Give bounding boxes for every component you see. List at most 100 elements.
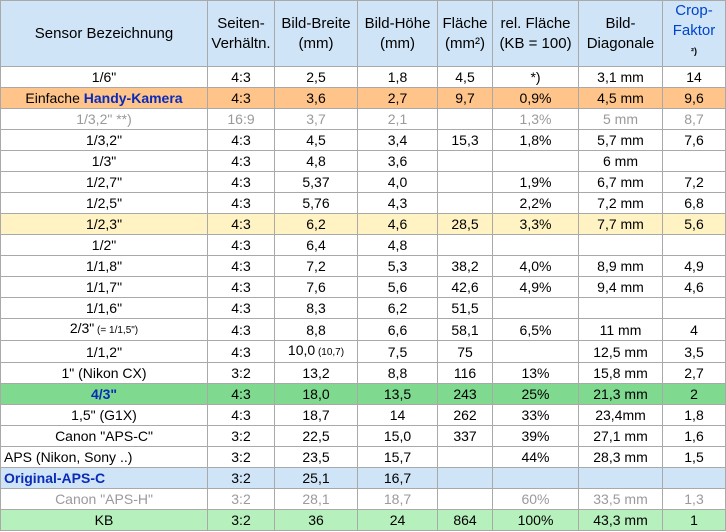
- table-row: 1/3,2" **) 16:9 3,7 2,1 1,3% 5 mm 8,7: [0, 108, 726, 130]
- rel-cell: 33%: [492, 404, 579, 426]
- area-cell: 58,1: [437, 318, 493, 341]
- area-cell: [437, 488, 493, 510]
- crop-cell: [662, 297, 726, 319]
- width-value: 2,5: [306, 69, 326, 85]
- width-cell: 18,7: [274, 404, 358, 426]
- diag-cell: 5,7 mm: [578, 129, 663, 151]
- table-row: 1/2,5" 4:3 5,76 4,3 2,2% 7,2 mm 6,8: [0, 192, 726, 214]
- crop-cell: 1,3: [662, 488, 726, 510]
- height-cell: 6,2: [357, 297, 438, 319]
- crop-cell: 1: [662, 509, 726, 531]
- sensor-label: 1" (Nikon CX): [61, 365, 147, 381]
- crop-cell: 7,6: [662, 129, 726, 151]
- area-cell: [437, 171, 493, 193]
- rel-cell: 4,0%: [492, 255, 579, 277]
- area-cell: 116: [437, 362, 493, 384]
- sensor-cell: 2/3" (= 1/1,5"): [0, 318, 208, 341]
- crop-cell: 2,7: [662, 362, 726, 384]
- ratio-cell: 4:3: [207, 150, 275, 172]
- sensor-label: APS (Nikon, Sony ..): [4, 449, 133, 465]
- sensor-label: Canon "APS-H": [55, 491, 153, 507]
- sensor-label: KB: [94, 512, 114, 528]
- sensor-label: 1/6": [91, 69, 117, 85]
- sensor-cell: 1/2": [0, 234, 208, 256]
- area-cell: [437, 446, 493, 468]
- sensor-cell: 1/1,2": [0, 340, 208, 363]
- sensor-cell: Canon "APS-H": [0, 488, 208, 510]
- width-cell: 5,37: [274, 171, 358, 193]
- rel-cell: 100%: [492, 509, 579, 531]
- ratio-cell: 4:3: [207, 87, 275, 109]
- ratio-cell: 4:3: [207, 255, 275, 277]
- width-value: 28,1: [302, 491, 330, 507]
- area-cell: [437, 467, 493, 489]
- height-cell: 7,5: [357, 340, 438, 363]
- width-cell: 5,76: [274, 192, 358, 214]
- width-cell: 28,1: [274, 488, 358, 510]
- sensor-label: 1/2": [91, 237, 117, 253]
- sensor-cell: 4/3": [0, 383, 208, 405]
- header-area: Fläche (mm²): [437, 0, 493, 67]
- height-cell: 3,4: [357, 129, 438, 151]
- sensor-label: 1/3,2": [85, 132, 123, 148]
- sensor-label: 1/1,6": [85, 300, 123, 316]
- width-cell: 23,5: [274, 446, 358, 468]
- area-cell: 243: [437, 383, 493, 405]
- sensor-cell: 1" (Nikon CX): [0, 362, 208, 384]
- ratio-cell: 4:3: [207, 171, 275, 193]
- diag-cell: 4,5 mm: [578, 87, 663, 109]
- table-row: 1/3" 4:3 4,8 3,6 6 mm: [0, 150, 726, 172]
- sensor-cell: 1/1,7": [0, 276, 208, 298]
- area-cell: 51,5: [437, 297, 493, 319]
- height-cell: 18,7: [357, 488, 438, 510]
- rel-cell: 3,3%: [492, 213, 579, 235]
- crop-cell: 8,7: [662, 108, 726, 130]
- header-sensor: Sensor Bezeichnung: [0, 0, 208, 67]
- ratio-cell: 4:3: [207, 213, 275, 235]
- ratio-cell: 4:3: [207, 192, 275, 214]
- crop-cell: 1,8: [662, 404, 726, 426]
- width-cell: 18,0: [274, 383, 358, 405]
- table-row: 1/2,7" 4:3 5,37 4,0 1,9% 6,7 mm 7,2: [0, 171, 726, 193]
- rel-cell: [492, 234, 579, 256]
- table-row: Canon "APS-H" 3:2 28,1 18,7 60% 33,5 mm 1,3: [0, 488, 726, 510]
- diag-cell: 5 mm: [578, 108, 663, 130]
- width-cell: 3,6: [274, 87, 358, 109]
- height-cell: 4,0: [357, 171, 438, 193]
- table-row: KB 3:2 36 24 864 100% 43,3 mm 1: [0, 509, 726, 531]
- sensor-cell: 1,5" (G1X): [0, 404, 208, 426]
- crop-cell: 2: [662, 383, 726, 405]
- diag-cell: 9,4 mm: [578, 276, 663, 298]
- diag-cell: 28,3 mm: [578, 446, 663, 468]
- width-note: (10,7): [315, 347, 345, 358]
- sensor-label: 1/1,2": [85, 343, 123, 360]
- rel-cell: 0,9%: [492, 87, 579, 109]
- sensor-cell: Einfache Handy-Kamera: [0, 87, 208, 109]
- ratio-cell: 3:2: [207, 488, 275, 510]
- sensor-cell: Canon "APS-C": [0, 425, 208, 447]
- height-cell: 5,6: [357, 276, 438, 298]
- width-value: 18,0: [302, 386, 330, 402]
- table-row: 1/3,2" 4:3 4,5 3,4 15,3 1,8% 5,7 mm 7,6: [0, 129, 726, 151]
- sensor-label: Canon "APS-C": [55, 428, 153, 444]
- ratio-cell: 4:3: [207, 66, 275, 88]
- rel-cell: 6,5%: [492, 318, 579, 341]
- rel-cell: [492, 340, 579, 363]
- diag-cell: [578, 297, 663, 319]
- width-value: 6,4: [306, 237, 326, 253]
- width-value: 4,8: [306, 153, 326, 169]
- sensor-label: 1/2,3": [85, 216, 123, 232]
- area-cell: 42,6: [437, 276, 493, 298]
- area-cell: 15,3: [437, 129, 493, 151]
- diag-cell: 33,5 mm: [578, 488, 663, 510]
- height-cell: 2,7: [357, 87, 438, 109]
- area-cell: 75: [437, 340, 493, 363]
- sensor-cell: 1/6": [0, 66, 208, 88]
- sensor-cell: 1/2,7": [0, 171, 208, 193]
- sensor-label: 1/2,7": [85, 174, 123, 190]
- sensor-label: 1/3": [91, 153, 117, 169]
- sensor-label: 1/1,7": [85, 279, 123, 295]
- table-row: 4/3" 4:3 18,0 13,5 243 25% 21,3 mm 2: [0, 383, 726, 405]
- crop-cell: 5,6: [662, 213, 726, 235]
- width-cell: 4,8: [274, 150, 358, 172]
